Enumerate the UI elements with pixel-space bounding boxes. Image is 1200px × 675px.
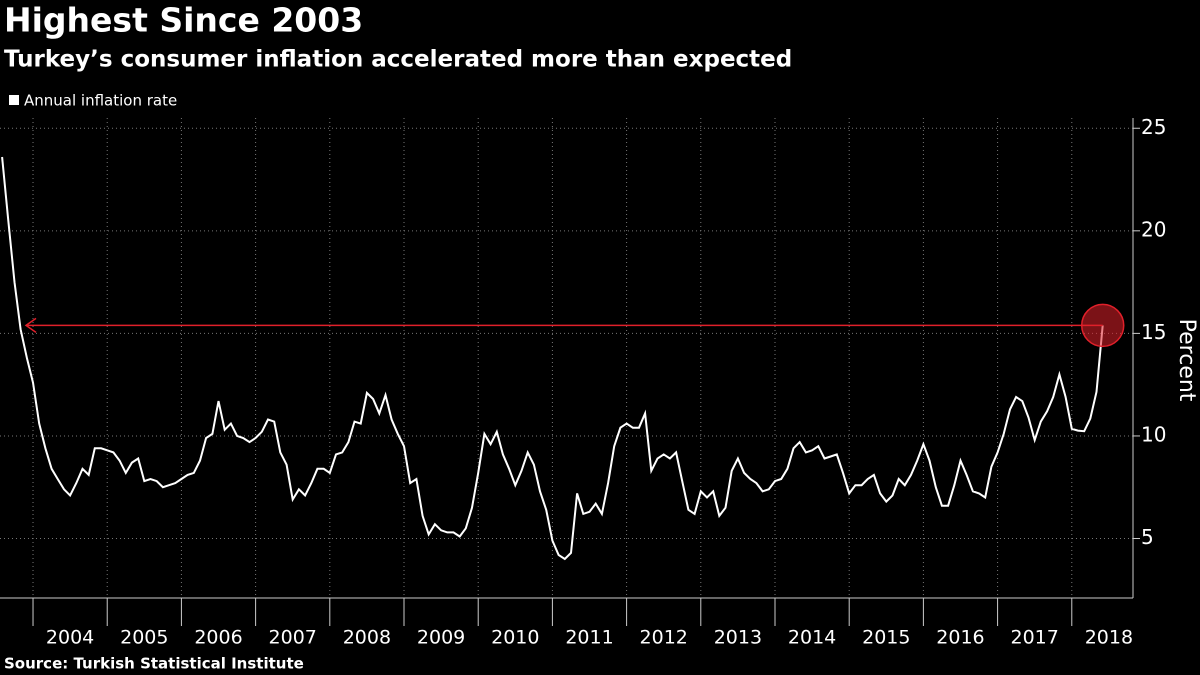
x-tick-label: 2004 xyxy=(46,627,94,649)
chart-title: Highest Since 2003 xyxy=(4,1,363,40)
x-tick-label: 2018 xyxy=(1085,627,1133,649)
x-tick-label: 2010 xyxy=(491,627,539,649)
x-tick-label: 2011 xyxy=(565,627,613,649)
x-tick-label: 2009 xyxy=(417,627,465,649)
x-tick-label: 2008 xyxy=(343,627,391,649)
x-tick-label: 2014 xyxy=(788,627,836,649)
y-tick-label: 25 xyxy=(1141,115,1166,139)
x-tick-label: 2016 xyxy=(936,627,984,649)
y-tick-label: 15 xyxy=(1141,320,1166,344)
highlight-circle xyxy=(1080,303,1125,348)
highlight-arrow xyxy=(24,317,37,333)
y-axis-label: Percent xyxy=(1174,319,1199,402)
line-series xyxy=(1,156,1104,561)
x-tick-label: 2012 xyxy=(640,627,688,649)
y-tick-label: 20 xyxy=(1141,217,1166,241)
x-tick-label: 2006 xyxy=(194,627,242,649)
x-tick-label: 2007 xyxy=(269,627,317,649)
y-tick-label: 5 xyxy=(1141,525,1154,549)
x-tick-label: 2015 xyxy=(862,627,910,649)
x-tick-label: 2013 xyxy=(714,627,762,649)
source: Source: Turkish Statistical Institute xyxy=(4,655,304,673)
legend-swatch xyxy=(9,95,19,105)
x-tick-label: 2005 xyxy=(120,627,168,649)
chart-subtitle: Turkey’s consumer inflation accelerated … xyxy=(4,47,792,73)
legend-label: Annual inflation rate xyxy=(24,92,177,110)
y-tick-label: 10 xyxy=(1141,422,1166,446)
x-tick-label: 2017 xyxy=(1011,627,1059,649)
